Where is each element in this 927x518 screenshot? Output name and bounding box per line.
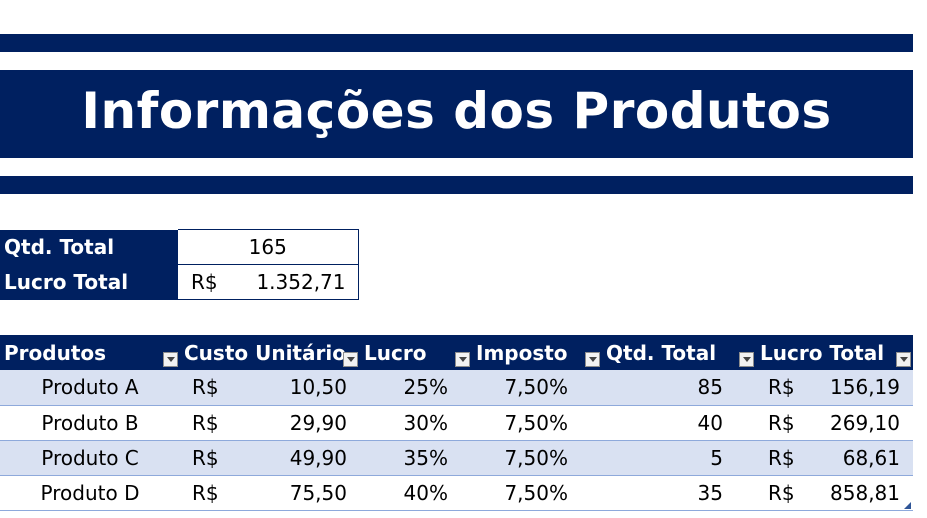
cell-imposto[interactable]: 7,50% <box>504 445 568 470</box>
filter-dropdown-icon[interactable] <box>585 352 600 367</box>
summary-row-lucro: Lucro Total R$ 1.352,71 <box>0 264 359 300</box>
header-lucro[interactable]: Lucro <box>360 335 472 370</box>
page-title: Informações dos Produtos <box>81 82 832 140</box>
cell-qtd[interactable]: 35 <box>697 480 723 505</box>
header-lucro-total[interactable]: Lucro Total <box>756 335 913 370</box>
filter-dropdown-icon[interactable] <box>343 352 358 367</box>
qtd-total-value[interactable]: 165 <box>178 229 359 265</box>
cell-qtd[interactable]: 85 <box>697 375 723 400</box>
table-resize-handle-icon[interactable] <box>904 502 911 509</box>
cell-produto[interactable]: Produto C <box>41 445 139 470</box>
filter-dropdown-icon[interactable] <box>896 352 911 367</box>
cell-custo[interactable]: R$ 49,90 <box>192 445 347 470</box>
cell-qtd[interactable]: 5 <box>710 445 723 470</box>
cell-imposto[interactable]: 7,50% <box>504 480 568 505</box>
lucro-total-label[interactable]: Lucro Total <box>0 264 178 300</box>
lucro-total-value-cell[interactable]: R$ 1.352,71 <box>178 264 359 300</box>
lucro-total-value: 1.352,71 <box>256 270 346 294</box>
qtd-total-label[interactable]: Qtd. Total <box>0 229 178 265</box>
cell-custo[interactable]: R$ 75,50 <box>192 480 347 505</box>
cell-qtd[interactable]: 40 <box>697 410 723 435</box>
cell-custo[interactable]: R$ 29,90 <box>192 410 347 435</box>
table-row: Produto B R$ 29,90 30% 7,50% 40 R$ 269,10 <box>0 405 913 440</box>
cell-lucro[interactable]: 35% <box>403 445 448 470</box>
cell-custo[interactable]: R$ 10,50 <box>192 375 347 400</box>
cell-lucro[interactable]: 30% <box>403 410 448 435</box>
cell-lucro-total[interactable]: R$ 269,10 <box>768 410 900 435</box>
cell-imposto[interactable]: 7,50% <box>504 410 568 435</box>
summary-row-qtd: Qtd. Total 165 <box>0 229 359 265</box>
cell-produto[interactable]: Produto A <box>41 375 139 400</box>
header-imposto[interactable]: Imposto <box>472 335 602 370</box>
header-produtos[interactable]: Produtos <box>0 335 180 370</box>
cell-lucro[interactable]: 40% <box>403 480 448 505</box>
table-row: Produto C R$ 49,90 35% 7,50% 5 R$ 68,61 <box>0 440 913 475</box>
filter-dropdown-icon[interactable] <box>455 352 470 367</box>
cell-lucro-total[interactable]: R$ 68,61 <box>768 445 900 470</box>
cell-lucro-total[interactable]: R$ 156,19 <box>768 375 900 400</box>
header-qtd-total[interactable]: Qtd. Total <box>602 335 756 370</box>
header-custo-unitario[interactable]: Custo Unitário <box>180 335 360 370</box>
table-row: Produto D R$ 75,50 40% 7,50% 35 R$ 858,81 <box>0 475 913 510</box>
table-header-row: Produtos Custo Unitário Lucro Imposto Qt… <box>0 335 913 370</box>
filter-dropdown-icon[interactable] <box>163 352 178 367</box>
products-table: Produtos Custo Unitário Lucro Imposto Qt… <box>0 335 913 511</box>
cell-lucro[interactable]: 25% <box>403 375 448 400</box>
top-decorative-band <box>0 34 913 52</box>
title-banner: Informações dos Produtos <box>0 70 913 158</box>
summary-table: Qtd. Total 165 Lucro Total R$ 1.352,71 <box>0 229 359 300</box>
bottom-decorative-band <box>0 176 913 194</box>
cell-lucro-total[interactable]: R$ 858,81 <box>768 480 900 505</box>
lucro-total-currency: R$ <box>191 270 218 294</box>
table-row: Produto A R$ 10,50 25% 7,50% 85 R$ 156,19 <box>0 370 913 405</box>
filter-dropdown-icon[interactable] <box>739 352 754 367</box>
cell-imposto[interactable]: 7,50% <box>504 375 568 400</box>
cell-produto[interactable]: Produto B <box>41 410 139 435</box>
cell-produto[interactable]: Produto D <box>40 480 140 505</box>
